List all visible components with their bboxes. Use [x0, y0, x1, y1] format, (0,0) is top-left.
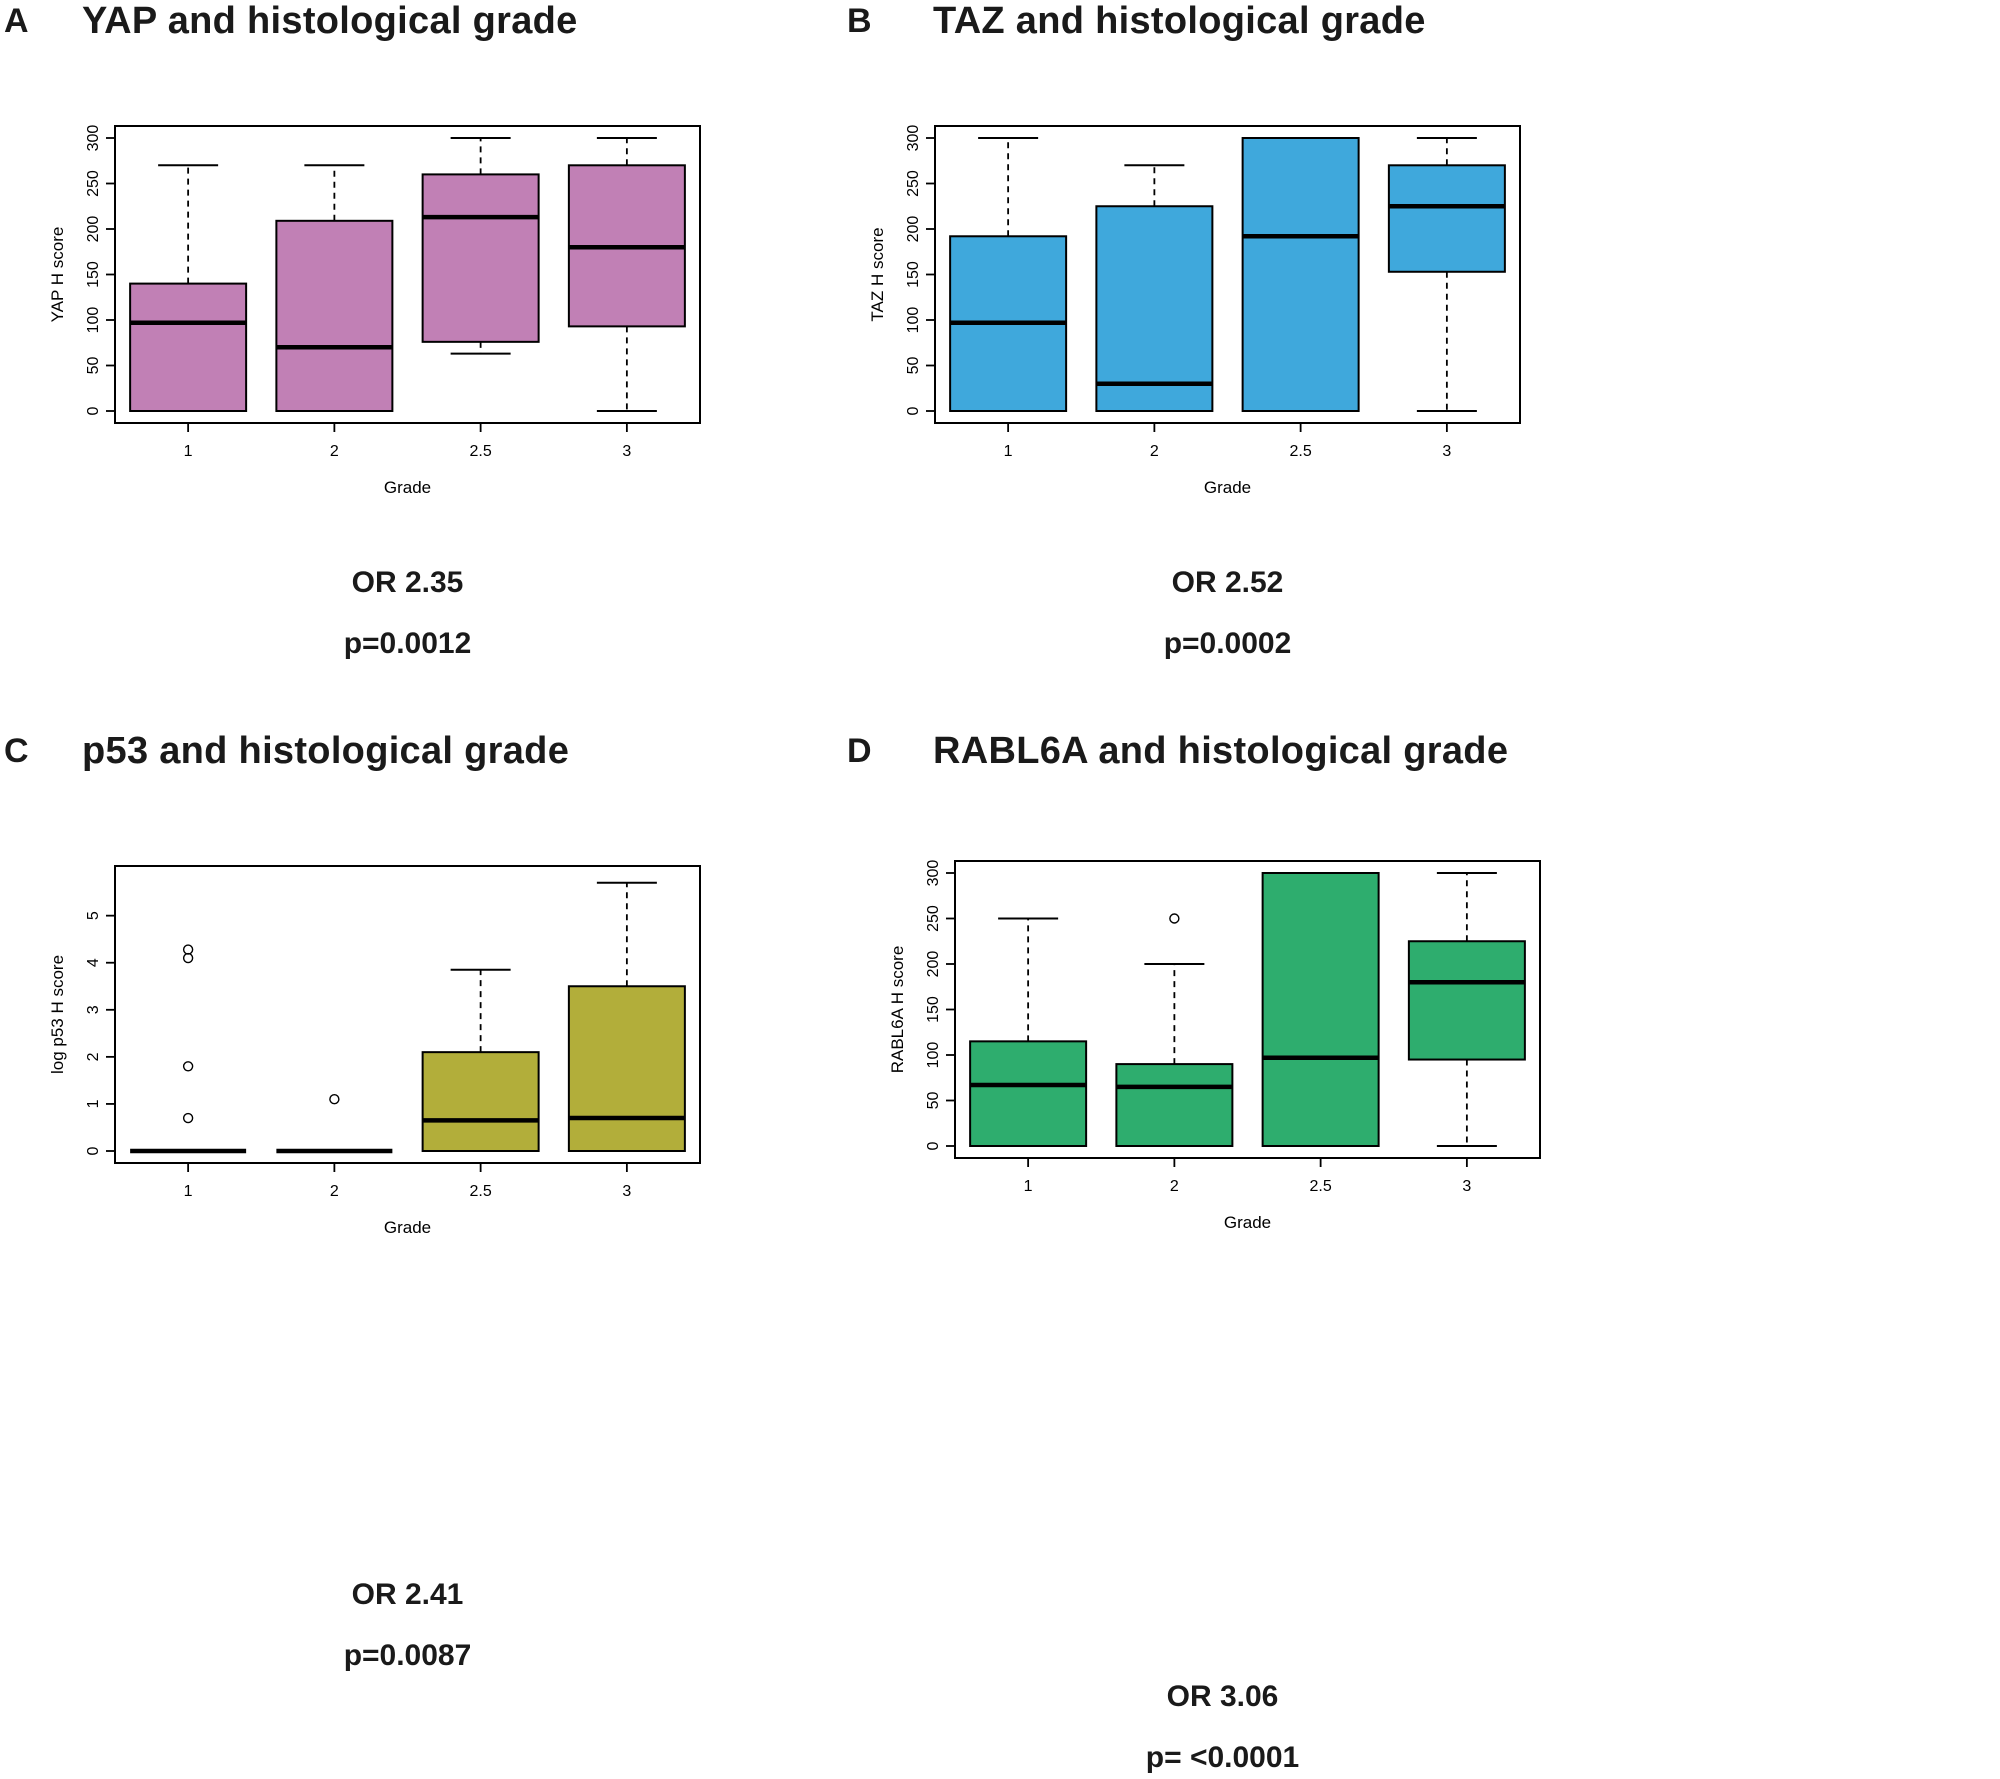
y-tick-label: 200 — [925, 951, 942, 978]
stats-block-taz: OR 2.52 p=0.0002 — [935, 566, 1520, 688]
panel-letter-c: C — [4, 732, 29, 770]
x-tick-label: 2 — [1170, 1178, 1179, 1195]
panel-title-yap: YAP and histological grade — [82, 0, 578, 42]
y-tick-label: 100 — [925, 1042, 942, 1069]
y-tick-label: 250 — [925, 905, 942, 932]
p53-boxplot-chart: 0 1 2 3 4 5 log p53 H score 1 2 2.5 3 Grade — [48, 865, 701, 1237]
panel-title-p53: p53 and histological grade — [82, 730, 570, 772]
odds-ratio-value: OR 3.06 — [1166, 1680, 1279, 1713]
stats-block-yap: OR 2.35 p=0.0012 — [115, 566, 700, 688]
y-tick-label: 0 — [905, 406, 922, 415]
y-tick-label: 50 — [925, 1092, 942, 1110]
stats-block-p53: OR 2.41 p=0.0087 — [115, 1578, 700, 1700]
outlier-point — [182, 944, 194, 955]
y-tick-label: 200 — [905, 216, 922, 243]
y-axis-label: RABL6A H score — [888, 946, 907, 1074]
panel-yap: A YAP and histological grade 0 50 100 150 20… — [0, 0, 845, 700]
panel-letter-b: B — [847, 2, 872, 40]
outlier-point — [1169, 913, 1180, 924]
y-tick-label: 250 — [905, 170, 922, 197]
x-tick-label: 2 — [1150, 443, 1159, 460]
x-tick-label: 2.5 — [1290, 443, 1312, 460]
y-tick-label: 200 — [85, 216, 102, 243]
y-tick-label: 300 — [925, 860, 942, 887]
outlier-point — [182, 1061, 194, 1072]
box — [421, 1051, 540, 1152]
stats-block-rabl6a: OR 3.06 p= <0.0001 — [930, 1680, 1515, 1779]
outlier-point — [182, 1112, 194, 1124]
taz-boxplot-chart: 0 50 100 150 200 250 300 TAZ H score 1 2 2.5 3 Grade — [868, 125, 1521, 497]
odds-ratio-value: OR 2.35 — [351, 566, 464, 599]
x-axis-label: Grade — [384, 1218, 431, 1237]
y-tick-label: 150 — [905, 261, 922, 288]
x-axis-label: Grade — [384, 478, 431, 497]
y-tick-label: 100 — [85, 307, 102, 334]
y-tick-label: 300 — [905, 125, 922, 152]
panel-taz: B TAZ and histological grade 0 50 100 150 20… — [845, 0, 2000, 700]
box — [1387, 164, 1506, 273]
y-tick-label: 3 — [85, 1005, 102, 1014]
p-value: p=0.0087 — [343, 1639, 472, 1672]
p-value: p=0.0002 — [1163, 627, 1292, 660]
y-tick-label: 50 — [85, 357, 102, 375]
panel-letter-a: A — [4, 2, 29, 40]
y-axis-label: log p53 H score — [48, 955, 67, 1074]
y-tick-label: 250 — [85, 170, 102, 197]
y-tick-label: 0 — [85, 406, 102, 415]
panel-p53: C p53 and histological grade 0 1 2 3 4 5 log p… — [0, 700, 845, 1779]
x-tick-label: 2.5 — [470, 1183, 492, 1200]
box — [1407, 940, 1526, 1061]
x-tick-label: 2.5 — [470, 443, 492, 460]
y-tick-label: 0 — [85, 1146, 102, 1155]
x-tick-label: 1 — [184, 1183, 193, 1200]
box — [421, 173, 540, 343]
y-tick-label: 100 — [905, 307, 922, 334]
box — [1261, 872, 1380, 1147]
y-tick-label: 50 — [905, 357, 922, 375]
y-axis-label: YAP H score — [48, 227, 67, 323]
box — [1241, 137, 1360, 412]
panel-title-rabl6a: RABL6A and histological grade — [933, 730, 1509, 772]
p-value: p=0.0012 — [343, 627, 472, 660]
y-tick-label: 4 — [85, 958, 102, 967]
odds-ratio-value: OR 2.52 — [1171, 566, 1284, 599]
x-tick-label: 3 — [622, 1183, 631, 1200]
box — [275, 219, 394, 412]
y-tick-label: 150 — [925, 996, 942, 1023]
x-axis-label: Grade — [1224, 1213, 1271, 1232]
y-tick-label: 0 — [925, 1141, 942, 1150]
x-tick-label: 1 — [184, 443, 193, 460]
x-tick-label: 3 — [622, 443, 631, 460]
x-tick-label: 3 — [1442, 443, 1451, 460]
x-axis-label: Grade — [1204, 478, 1251, 497]
y-tick-label: 5 — [85, 911, 102, 920]
p-value: p= <0.0001 — [1145, 1741, 1300, 1774]
y-tick-label: 2 — [85, 1052, 102, 1061]
panel-letter-d: D — [847, 732, 872, 770]
panel-rabl6a: D RABL6A and histological grade 0 50 100 15… — [845, 700, 2000, 1779]
box — [567, 985, 686, 1152]
outlier-point — [329, 1094, 340, 1105]
box — [1115, 1063, 1234, 1148]
x-tick-label: 1 — [1004, 443, 1013, 460]
box — [1095, 205, 1214, 412]
box — [969, 1040, 1088, 1148]
x-tick-label: 2.5 — [1310, 1178, 1332, 1195]
y-tick-label: 1 — [85, 1099, 102, 1108]
odds-ratio-value: OR 2.41 — [351, 1578, 464, 1611]
x-tick-label: 3 — [1462, 1178, 1471, 1195]
rabl6a-boxplot-chart: 0 50 100 150 200 250 300 RABL6A H score 1 2 2.5 3 Gr… — [888, 860, 1541, 1232]
y-axis-label: TAZ H score — [868, 227, 887, 321]
x-tick-label: 2 — [330, 1183, 339, 1200]
box — [129, 282, 248, 413]
panel-title-taz: TAZ and histological grade — [933, 0, 1426, 42]
x-tick-label: 2 — [330, 443, 339, 460]
x-tick-label: 1 — [1024, 1178, 1033, 1195]
y-tick-label: 150 — [85, 261, 102, 288]
yap-boxplot-chart: 0 50 100 150 200 250 300 YAP H score 1 2 2.5 3 Grade — [48, 125, 701, 497]
y-tick-label: 300 — [85, 125, 102, 152]
